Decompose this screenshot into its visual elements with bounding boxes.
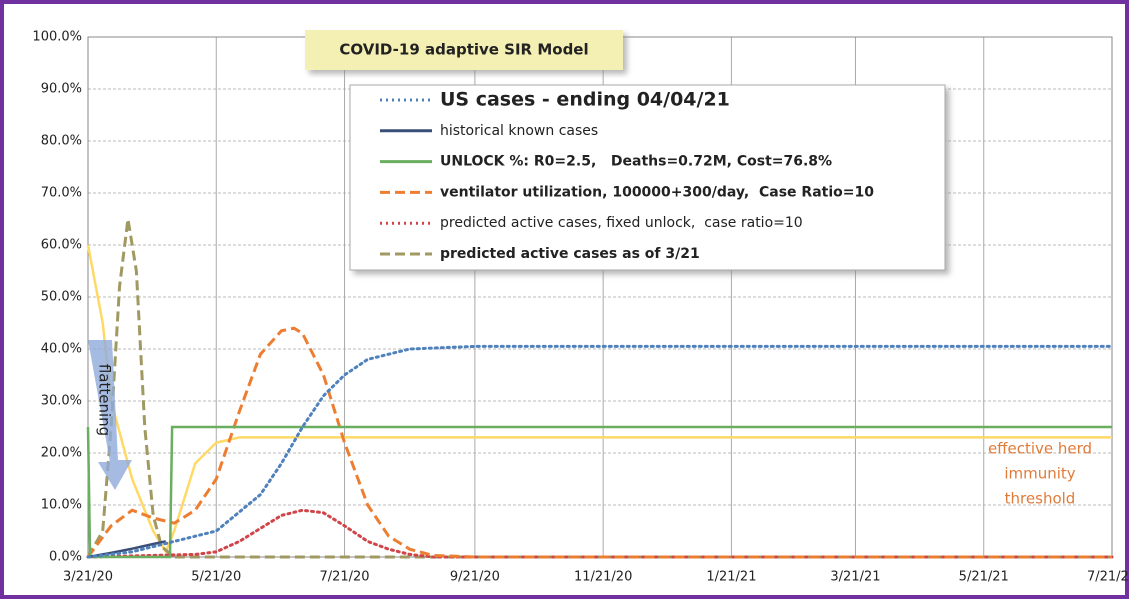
legend-label: predicted active cases as of 3/21: [440, 246, 700, 262]
legend-label: UNLOCK %: R0=2.5, Deaths=0.72M, Cost=76.…: [440, 154, 832, 170]
herd-label: threshold: [1005, 490, 1076, 508]
y-tick-label: 0.0%: [49, 550, 82, 565]
legend: [349, 84, 946, 271]
legend-label: predicted active cases, fixed unlock, ca…: [440, 215, 803, 231]
y-tick-label: 30.0%: [41, 394, 82, 409]
y-tick-label: 60.0%: [41, 238, 82, 253]
series-line: [87, 540, 167, 559]
y-tick-label: 20.0%: [41, 446, 82, 461]
x-tick-label: 7/21/20: [319, 570, 369, 585]
y-tick-label: 40.0%: [41, 342, 82, 357]
x-tick-label: 1/21/21: [706, 570, 756, 585]
herd-label: effective herd: [988, 440, 1092, 458]
y-tick-label: 90.0%: [41, 82, 82, 97]
flattening-label: flattening: [96, 364, 114, 436]
y-tick-label: 70.0%: [41, 186, 82, 201]
legend-label: ventilator utilization, 100000+300/day, …: [440, 184, 874, 200]
chart-title: COVID-19 adaptive SIR Model: [339, 41, 588, 59]
y-tick-label: 50.0%: [41, 290, 82, 305]
flattening-arrow: [88, 340, 132, 490]
x-tick-label: 7/21/21: [1087, 570, 1129, 585]
x-tick-label: 3/21/20: [63, 570, 113, 585]
x-tick-label: 11/21/20: [574, 570, 632, 585]
legend-label: historical known cases: [440, 123, 598, 139]
y-tick-label: 10.0%: [41, 498, 82, 513]
title-box: [305, 30, 623, 70]
x-tick-label: 3/21/21: [830, 570, 880, 585]
series-line: [86, 218, 1112, 559]
herd-label: immunity: [1004, 465, 1075, 483]
series-line: [86, 425, 1112, 559]
y-tick-label: 80.0%: [41, 134, 82, 149]
y-tick-label: 100.0%: [32, 30, 82, 45]
x-tick-label: 9/21/20: [450, 570, 500, 585]
series-line: [86, 326, 1112, 559]
x-tick-label: 5/21/21: [959, 570, 1009, 585]
x-tick-label: 5/21/20: [191, 570, 241, 585]
series-line: [86, 508, 1114, 559]
legend-label: US cases - ending 04/04/21: [440, 89, 730, 111]
